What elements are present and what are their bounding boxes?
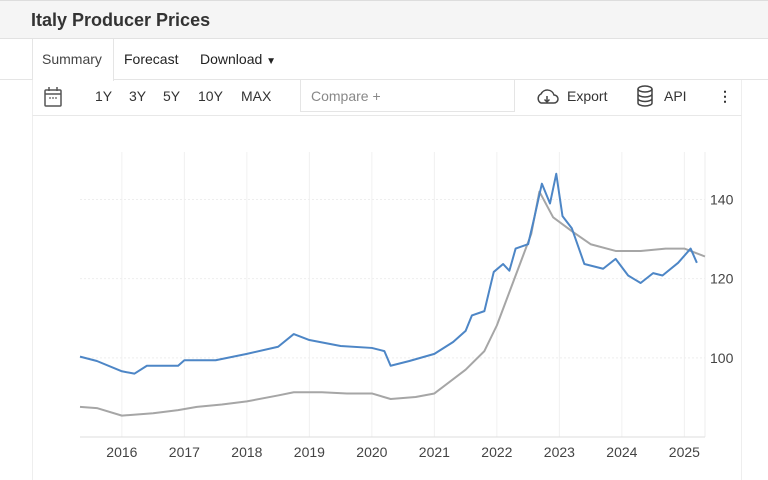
- x-tick-label: 2023: [544, 444, 575, 460]
- y-tick-label: 140: [710, 192, 734, 208]
- series-line: [79, 190, 706, 417]
- tab-bar: Summary Forecast Download ▼: [0, 39, 768, 81]
- compare-input[interactable]: Compare +: [300, 80, 515, 112]
- x-tick-label: 2017: [169, 444, 200, 460]
- x-tick-label: 2025: [669, 444, 700, 460]
- header-bar: Italy Producer Prices: [0, 0, 768, 39]
- x-tick-label: 2022: [481, 444, 512, 460]
- y-tick-label: 120: [710, 271, 734, 287]
- x-tick-label: 2018: [231, 444, 262, 460]
- range-1y-button[interactable]: 1Y: [95, 88, 113, 104]
- tab-download[interactable]: Download ▼: [200, 51, 276, 67]
- x-tick-label: 2020: [356, 444, 387, 460]
- series-line: [79, 172, 698, 375]
- api-button[interactable]: API: [664, 88, 687, 104]
- range-10y-button[interactable]: 10Y: [198, 88, 223, 104]
- caret-down-icon: ▼: [266, 56, 277, 67]
- tab-forecast[interactable]: Forecast: [124, 51, 179, 67]
- calendar-icon[interactable]: [43, 86, 63, 108]
- range-5y-button[interactable]: 5Y: [163, 88, 181, 104]
- cloud-download-icon[interactable]: [535, 87, 559, 107]
- y-tick-label: 100: [710, 350, 734, 366]
- chart-container: [32, 116, 742, 480]
- x-tick-label: 2021: [419, 444, 450, 460]
- tab-summary[interactable]: Summary: [32, 39, 114, 81]
- page-title: Italy Producer Prices: [31, 10, 211, 30]
- export-button[interactable]: Export: [567, 88, 608, 104]
- x-tick-label: 2019: [294, 444, 325, 460]
- tab-download-label: Download: [200, 51, 263, 67]
- more-options-icon[interactable]: ⋮: [718, 88, 732, 104]
- database-icon[interactable]: [636, 85, 654, 107]
- range-3y-button[interactable]: 3Y: [129, 88, 147, 104]
- x-tick-label: 2024: [606, 444, 637, 460]
- chart-toolbar: 1Y 3Y 5Y 10Y MAX Compare + Export API ⋮: [32, 80, 742, 116]
- range-max-button[interactable]: MAX: [241, 88, 272, 104]
- x-tick-label: 2016: [106, 444, 137, 460]
